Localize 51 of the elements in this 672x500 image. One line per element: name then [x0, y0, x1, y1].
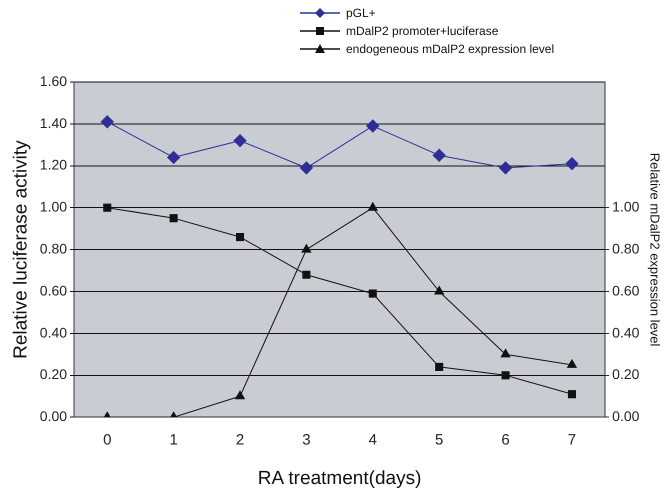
y-tick-label: 0.00: [40, 408, 68, 424]
y-tick-label: 0.20: [40, 366, 68, 382]
y-tick-label: 1.00: [40, 198, 68, 215]
point: [300, 161, 313, 174]
point: [500, 348, 510, 358]
x-tick-label: 1: [169, 431, 178, 448]
x-tick-label: 6: [501, 431, 510, 448]
x-tick-label: 0: [103, 431, 112, 448]
y-tick-label: 0.40: [40, 324, 68, 340]
point: [170, 214, 178, 222]
point: [565, 157, 578, 170]
x-tick-label: 3: [302, 431, 311, 448]
x-tick-label: 2: [236, 431, 244, 448]
x-tick-label: 4: [368, 431, 377, 448]
point: [368, 290, 377, 298]
point: [302, 244, 312, 253]
point: [100, 115, 114, 128]
point: [435, 362, 444, 371]
y2-tick-label: 0.40: [612, 324, 640, 340]
y-tick-label: 0.60: [40, 282, 68, 298]
point: [499, 161, 512, 174]
legend-label: pGL+: [346, 6, 376, 20]
point: [568, 390, 576, 398]
point: [567, 359, 577, 368]
y-axis-title: Relative luciferase activity: [10, 140, 32, 359]
y-tick-label: 0.80: [40, 240, 68, 256]
legend-label: mDalP2 promoter+luciferase: [346, 24, 498, 38]
y2-tick-label: 0.00: [612, 408, 640, 424]
y-tick-label: 1.40: [40, 114, 68, 131]
point: [368, 202, 378, 211]
y2-tick-label: 0.60: [612, 282, 640, 298]
point: [366, 119, 380, 132]
point: [502, 371, 510, 380]
point: [235, 390, 245, 400]
y-tick-label: 1.20: [40, 156, 68, 173]
y-tick-label: 1.60: [40, 72, 68, 89]
point: [236, 232, 244, 242]
point: [103, 204, 112, 212]
point: [432, 148, 446, 162]
y2-axis-title: Relative mDalP2 expression level: [648, 152, 663, 347]
x-tick-label: 7: [568, 431, 576, 448]
legend-label: endogeneous mDalP2 expression level: [346, 42, 554, 56]
y2-tick-label: 1.00: [612, 198, 640, 215]
point: [234, 134, 247, 148]
y2-tick-label: 0.20: [612, 366, 640, 382]
point: [167, 150, 180, 164]
x-axis-title: RA treatment(days): [258, 468, 422, 489]
point: [434, 286, 444, 294]
point: [302, 270, 310, 279]
x-tick-label: 5: [435, 431, 444, 448]
y2-tick-label: 0.80: [612, 240, 640, 256]
